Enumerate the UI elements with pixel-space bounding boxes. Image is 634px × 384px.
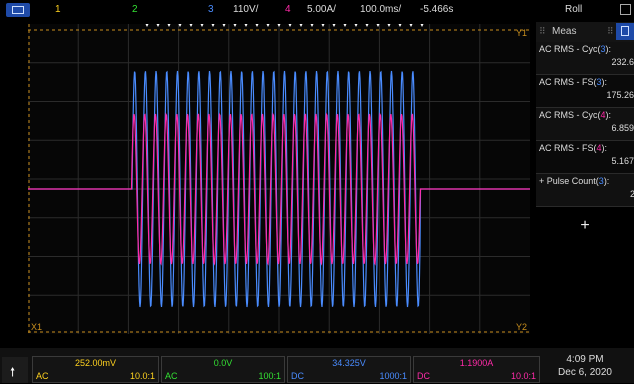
- trigger-marker: [354, 24, 358, 27]
- channel-2-coupling: AC: [165, 371, 178, 381]
- trigger-marker: [145, 24, 149, 27]
- measurement-label: AC RMS - Cyc(3):: [539, 44, 612, 54]
- trigger-marker: [376, 24, 380, 27]
- trigger-marker: [156, 24, 160, 27]
- clock: 4:09 PM Dec 6, 2020: [540, 353, 630, 379]
- channel-4-coupling: DC: [417, 371, 430, 381]
- channel-4-box[interactable]: 1.1900A DC 10.0:1: [413, 356, 540, 383]
- trigger-marker: [409, 24, 413, 27]
- measurement-row[interactable]: AC RMS - FS(3): 175.26V: [536, 75, 634, 108]
- trigger-marker: [398, 24, 402, 27]
- trigger-marker: [365, 24, 369, 27]
- measurement-value: 175.26V: [606, 90, 634, 100]
- add-measurement-button[interactable]: +: [580, 217, 590, 234]
- cursor-x1-label: X1: [31, 322, 42, 332]
- acquisition-mode[interactable]: Roll: [565, 4, 583, 15]
- measurement-label: AC RMS - FS(4):: [539, 143, 608, 153]
- panel-menu-icon[interactable]: [616, 23, 634, 40]
- channel-2-probe: 100:1: [258, 371, 281, 381]
- channel-2-value: 0.0V: [213, 358, 233, 368]
- measurement-value: 27: [629, 189, 634, 199]
- channel-1-value: 252.00mV: [74, 358, 117, 368]
- channel-4-waveform: [28, 112, 530, 266]
- clock-date: Dec 6, 2020: [558, 367, 612, 378]
- main-menu-button[interactable]: [6, 3, 30, 17]
- measurement-label: AC RMS - FS(3):: [539, 77, 608, 87]
- channel-1-probe: 10.0:1: [129, 371, 155, 381]
- channel-4-probe: 10.0:1: [510, 371, 536, 381]
- trigger-marker: [222, 24, 226, 27]
- channel-3-label[interactable]: 3: [208, 4, 214, 15]
- trigger-marker: [167, 24, 171, 27]
- channel-2-box[interactable]: 0.0V AC 100:1: [161, 356, 285, 383]
- channel-1-label[interactable]: 1: [55, 4, 61, 15]
- cursor-y1-label: Y1: [516, 28, 527, 38]
- trigger-marker: [387, 24, 391, 27]
- trigger-marker: [299, 24, 303, 27]
- meas-title: Meas: [552, 26, 577, 37]
- trigger-marker: [420, 24, 424, 27]
- timebase[interactable]: 100.0ms/: [360, 4, 402, 15]
- trigger-marker: [332, 24, 336, 27]
- channel-bar: 🠕 252.00mV AC 10.0:1 0.0V AC 100:1 34.325V DC 10…: [0, 348, 634, 383]
- channel-2-label[interactable]: 2: [132, 4, 138, 15]
- trigger-marker: [189, 24, 193, 27]
- measurement-row[interactable]: AC RMS - FS(4):5.167A: [536, 141, 634, 174]
- clock-time: 4:09 PM: [566, 354, 604, 365]
- measurement-label: + Pulse Count(3):: [539, 176, 610, 186]
- channel-4-value: 1.1900A: [459, 358, 494, 368]
- trigger-marker: [178, 24, 182, 27]
- measurement-value: 232.6V: [611, 57, 634, 67]
- window-icon[interactable]: [620, 4, 631, 15]
- channel-1-coupling: AC: [36, 371, 49, 381]
- menu-icon: [12, 6, 24, 14]
- drag-handle-icon[interactable]: ⠿: [539, 26, 546, 36]
- trigger-marker: [233, 24, 237, 27]
- channel-3-value: 34.325V: [332, 358, 366, 368]
- measurement-row[interactable]: AC RMS - Cyc(3): 232.6V: [536, 42, 634, 75]
- channel-3-coupling: DC: [291, 371, 304, 381]
- channel-3-probe: 1000:1: [379, 371, 407, 381]
- trigger-marker: [266, 24, 270, 27]
- graticule: Y1 X1 Y2: [28, 24, 530, 334]
- trigger-marker: [255, 24, 259, 27]
- trigger-marker: [277, 24, 281, 27]
- trigger-marker: [321, 24, 325, 27]
- channel-3-scale[interactable]: 110V/: [233, 4, 259, 15]
- channel-3-box[interactable]: 34.325V DC 1000:1: [287, 356, 411, 383]
- trigger-marker: [244, 24, 248, 27]
- drag-handle-icon[interactable]: ⠿: [607, 26, 614, 36]
- expand-button[interactable]: 🠕: [2, 357, 28, 383]
- channel-4-label[interactable]: 4: [285, 4, 291, 15]
- status-bar: 1 2 3 110V/ 4 5.00A/ 100.0ms/ -5.466s Ro…: [0, 0, 634, 20]
- trigger-marker: [343, 24, 347, 27]
- meas-header: ⠿ Meas ⠿: [536, 22, 634, 42]
- measurement-value: 5.167A: [611, 156, 634, 166]
- channel-4-scale[interactable]: 5.00A/: [307, 4, 336, 15]
- trigger-marker: [310, 24, 314, 27]
- trigger-marker: [288, 24, 292, 27]
- measurement-label: AC RMS - Cyc(4):: [539, 110, 612, 120]
- arrow-up-icon: 🠕: [10, 365, 16, 379]
- measurements-panel: ⠿ Meas ⠿ AC RMS - Cyc(3):232.6VAC RMS - …: [536, 22, 634, 342]
- trigger-marker: [200, 24, 204, 27]
- waveform-display[interactable]: Y1 X1 Y2: [28, 24, 530, 334]
- trigger-marker: [211, 24, 215, 27]
- channel-1-box[interactable]: 252.00mV AC 10.0:1: [32, 356, 159, 383]
- measurement-row[interactable]: + Pulse Count(3): 27: [536, 174, 634, 207]
- cursor-y2-label: Y2: [516, 322, 527, 332]
- time-delay[interactable]: -5.466s: [420, 4, 454, 15]
